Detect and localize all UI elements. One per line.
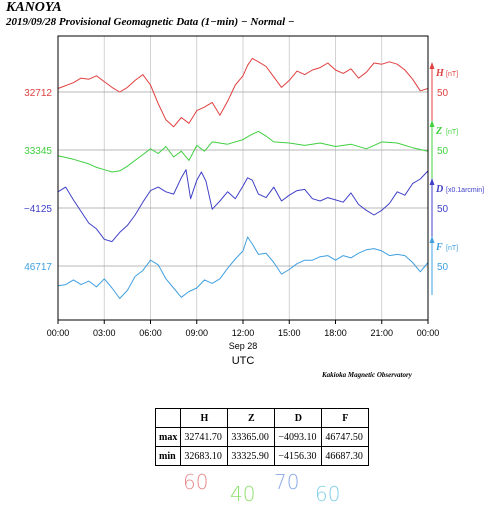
x-tick-label: 21:00 — [370, 328, 393, 338]
stats-cell: 32683.10 — [180, 446, 229, 466]
series-name-d: D — [435, 184, 443, 195]
series-line-h — [57, 57, 429, 128]
x-tick-label: 06:00 — [139, 328, 162, 338]
series-unit-h: [nT] — [446, 71, 458, 78]
series-line-z — [57, 130, 429, 173]
series-line-d — [57, 169, 429, 243]
scale-arrowhead-f — [429, 236, 435, 243]
scale-label-h: 50 — [437, 88, 449, 99]
axes — [57, 35, 435, 324]
stats-col-z: Z — [227, 408, 276, 428]
stats-col-d: D — [274, 408, 323, 428]
x-tick-label: 00:00 — [47, 328, 70, 338]
series-unit-d: [x0.1arcmin] — [446, 187, 484, 194]
stats-row-min: min 32683.10 33325.90 −4156.30 46687.30 — [154, 446, 370, 466]
stats-cell: −4156.30 — [274, 446, 323, 466]
stats-table: H Z D F max 32741.70 33365.00 −4093.10 4… — [154, 408, 370, 466]
scale-arrowhead-z — [429, 120, 435, 127]
scale-label-d: 50 — [437, 204, 449, 215]
x-tick-label: 18:00 — [324, 328, 347, 338]
series-name-f: F — [435, 242, 443, 253]
grid — [103, 36, 383, 320]
series-name-h: H — [435, 68, 445, 79]
stats-cell: 46747.50 — [321, 427, 370, 447]
stats-row-label: max — [154, 427, 182, 447]
x-tick-label: 09:00 — [185, 328, 208, 338]
handwritten-note-z: 40 — [230, 482, 256, 506]
stats-col-h: H — [180, 408, 229, 428]
scale-arrowhead-h — [429, 62, 435, 69]
handwritten-note-d: 70 — [274, 470, 300, 494]
series-lines — [57, 57, 429, 299]
stats-cell: 32741.70 — [180, 427, 229, 447]
baseline-label-h: 32712 — [24, 88, 52, 99]
baselines — [58, 91, 428, 267]
series-unit-z: [nT] — [446, 129, 458, 136]
observatory-credit: Kakioka Magnetic Observatory — [322, 371, 412, 379]
scale-label-f: 50 — [437, 262, 449, 273]
labels: 00:00 03:00 06:00 09:00 12:00 15:00 18:00 21:00… — [24, 68, 484, 367]
baseline-label-z: 33345 — [24, 146, 52, 157]
stats-corner-cell — [154, 408, 182, 428]
chart-subtitle: 2019/09/28 Provisional Geomagnetic Data … — [6, 16, 295, 28]
date-label: Sep 28 — [229, 341, 258, 351]
station-title: KANOYA — [6, 0, 62, 15]
stats-cell: 46687.30 — [321, 446, 370, 466]
x-tick-label: 03:00 — [93, 328, 116, 338]
scale-arrowhead-d — [429, 178, 435, 185]
stats-cell: 33325.90 — [227, 446, 276, 466]
stats-header-row: H Z D F — [154, 408, 370, 428]
baseline-label-d: −4125 — [24, 204, 53, 215]
handwritten-note-h: 60 — [183, 470, 209, 494]
x-tick-label: 15:00 — [278, 328, 301, 338]
x-axis-label: UTC — [232, 355, 255, 367]
scale-label-z: 50 — [437, 146, 449, 157]
stats-row-max: max 32741.70 33365.00 −4093.10 46747.50 — [154, 427, 370, 447]
geomagnetic-chart: 00:00 03:00 06:00 09:00 12:00 15:00 18:00 21:00… — [24, 35, 484, 367]
series-unit-f: [nT] — [446, 245, 458, 252]
stats-row-label: min — [154, 446, 182, 466]
stats-cell: −4093.10 — [274, 427, 323, 447]
series-line-f — [57, 236, 429, 299]
stats-col-f: F — [321, 408, 370, 428]
series-name-z: Z — [435, 126, 442, 137]
stats-cell: 33365.00 — [227, 427, 276, 447]
baseline-label-f: 46717 — [24, 262, 52, 273]
x-tick-label: 00:00 — [417, 328, 440, 338]
x-tick-label: 12:00 — [232, 328, 255, 338]
handwritten-note-f: 60 — [315, 482, 341, 506]
